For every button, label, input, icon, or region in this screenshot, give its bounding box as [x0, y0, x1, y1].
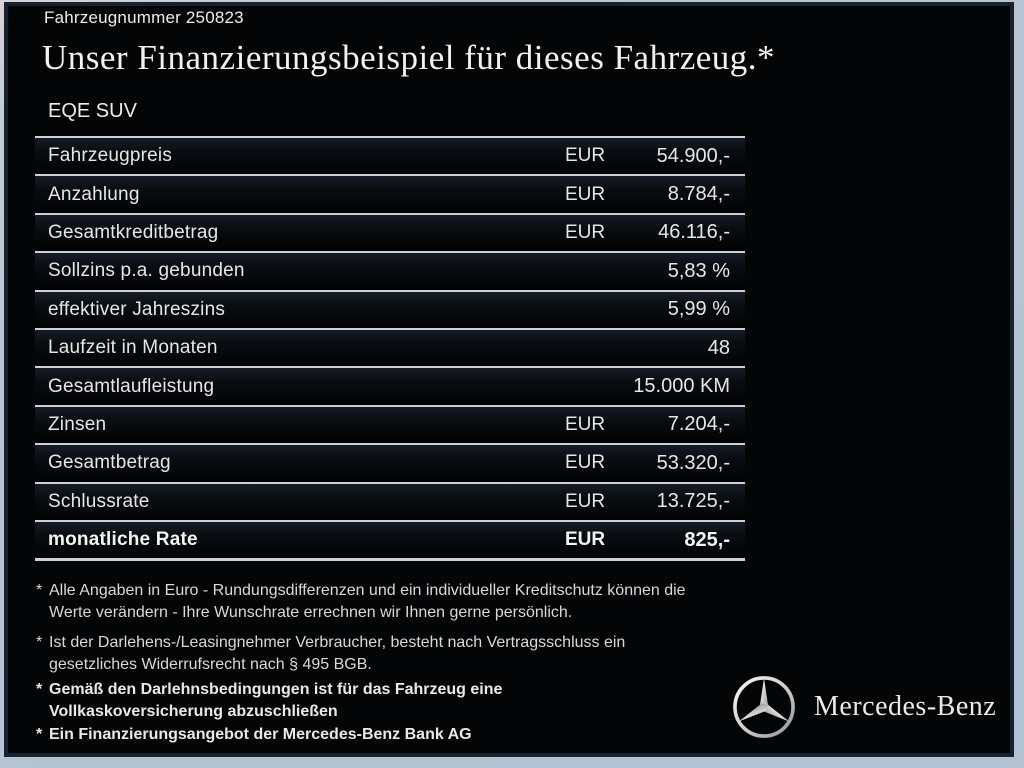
- row-currency: EUR: [565, 413, 606, 435]
- row-currency: EUR: [565, 529, 606, 551]
- table-row: Anzahlung EUR 8.784,-: [35, 174, 745, 213]
- row-value: 5,83 %: [667, 259, 730, 282]
- footnote: * Ein Finanzierungsangebot der Mercedes-…: [36, 724, 736, 746]
- table-row: Gesamtlaufleistung 15.000 KM: [35, 366, 745, 405]
- row-value: 13.725,-: [656, 490, 730, 513]
- vehicle-number: Fahrzeugnummer 250823: [44, 8, 244, 27]
- row-label: Gesamtkreditbetrag: [48, 221, 219, 243]
- footnote-text: Alle Angaben in Euro - Rundungsdifferenz…: [49, 582, 686, 621]
- table-row: Zinsen EUR 7.204,-: [35, 404, 745, 444]
- mercedes-star-icon: [731, 674, 797, 740]
- row-label: Laufzeit in Monaten: [48, 337, 218, 359]
- row-label: effektiver Jahreszins: [48, 298, 226, 320]
- row-label: Gesamtbetrag: [48, 452, 171, 474]
- footnote-text: Gemäß den Darlehnsbedingungen ist für da…: [49, 681, 503, 720]
- row-label: Schlussrate: [48, 490, 150, 512]
- row-currency: EUR: [565, 221, 606, 243]
- row-currency: EUR: [565, 490, 606, 512]
- row-value: 53.320,-: [656, 451, 730, 474]
- footnote-text: Ein Finanzierungsangebot der Mercedes-Be…: [49, 726, 472, 743]
- table-row: Laufzeit in Monaten 48: [35, 327, 745, 367]
- footnote: * Ist der Darlehens-/Leasingnehmer Verbr…: [36, 632, 736, 676]
- row-value: 54.900,-: [656, 144, 730, 167]
- row-value: 825,-: [684, 528, 730, 551]
- financing-table: Fahrzeugpreis EUR 54.900,- Anzahlung EUR…: [35, 136, 745, 562]
- row-value: 5,99 %: [667, 298, 730, 321]
- row-label: Gesamtlaufleistung: [48, 375, 215, 397]
- row-currency: EUR: [565, 145, 606, 167]
- row-value: 46.116,-: [658, 221, 730, 244]
- table-row: Sollzins p.a. gebunden 5,83 %: [35, 251, 745, 290]
- footnote-text: Ist der Darlehens-/Leasingnehmer Verbrau…: [49, 634, 626, 673]
- footnote-marker: *: [36, 681, 43, 698]
- row-value: 7.204,-: [667, 413, 730, 436]
- footnote-marker: *: [36, 726, 43, 743]
- table-row: Gesamtbetrag EUR 53.320,-: [35, 443, 745, 482]
- row-value: 8.784,-: [667, 183, 730, 206]
- footnote: * Gemäß den Darlehnsbedingungen ist für …: [36, 679, 736, 723]
- row-value: 15.000 KM: [633, 375, 730, 398]
- row-currency: EUR: [565, 452, 606, 474]
- footnote: * Alle Angaben in Euro - Rundungsdiffere…: [36, 580, 736, 624]
- row-label: Sollzins p.a. gebunden: [48, 260, 245, 282]
- footnote-marker: *: [36, 634, 43, 651]
- table-row: Schlussrate EUR 13.725,-: [35, 481, 745, 520]
- table-row: Fahrzeugpreis EUR 54.900,-: [35, 136, 745, 175]
- vehicle-model: EQE SUV: [48, 100, 137, 122]
- brand-lockup: Mercedes-Benz: [731, 674, 996, 740]
- page-title: Unser Finanzierungsbeispiel für dieses F…: [42, 38, 776, 77]
- table-row: effektiver Jahreszins 5,99 %: [35, 289, 745, 328]
- brand-name: Mercedes-Benz: [814, 691, 997, 722]
- row-value: 48: [707, 336, 730, 359]
- table-row-monthly-rate: monatliche Rate EUR 825,-: [35, 519, 745, 559]
- row-currency: EUR: [565, 183, 606, 205]
- row-label: monatliche Rate: [48, 529, 198, 551]
- row-label: Anzahlung: [48, 183, 140, 205]
- footnote-marker: *: [36, 582, 43, 599]
- row-label: Zinsen: [48, 413, 107, 435]
- row-label: Fahrzeugpreis: [48, 145, 173, 167]
- table-row: Gesamtkreditbetrag EUR 46.116,-: [35, 212, 745, 252]
